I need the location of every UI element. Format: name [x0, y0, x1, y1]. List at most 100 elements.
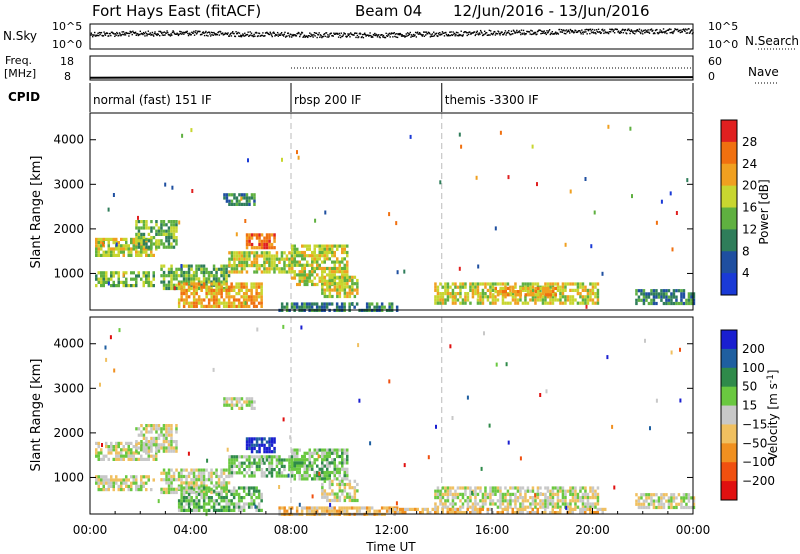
range-cell — [250, 236, 254, 240]
noise-point — [131, 33, 133, 36]
range-cell — [566, 282, 570, 286]
range-cell — [255, 246, 259, 250]
range-cell — [474, 496, 477, 500]
range-cell — [212, 280, 216, 284]
range-cell — [265, 246, 269, 250]
range-cell — [285, 305, 289, 309]
range-cell — [268, 446, 271, 451]
range-cell — [488, 423, 491, 428]
colorbar-frame — [720, 329, 738, 501]
range-cell — [130, 237, 133, 241]
range-cell — [253, 455, 256, 459]
range-cell — [240, 267, 244, 271]
range-cell — [456, 492, 460, 496]
range-cell — [227, 295, 231, 299]
range-cell — [195, 484, 198, 488]
range-cell — [343, 498, 347, 503]
range-cell — [240, 455, 244, 459]
range-cell — [486, 507, 489, 511]
range-cell — [323, 278, 327, 283]
range-cell — [242, 508, 246, 512]
noise-point — [571, 31, 573, 33]
range-cell — [451, 301, 455, 305]
range-cell — [341, 282, 344, 286]
range-cell — [217, 508, 221, 512]
range-cell — [182, 474, 186, 479]
range-cell — [288, 468, 291, 472]
date-range: 12/Jun/2016 - 13/Jun/2016 — [453, 2, 650, 20]
range-cell — [245, 440, 249, 444]
range-cell — [243, 257, 246, 261]
range-cell — [253, 264, 256, 268]
range-cell — [642, 292, 646, 296]
range-cell — [333, 458, 336, 462]
range-cell — [247, 486, 251, 490]
range-cell — [217, 304, 221, 308]
range-cell — [233, 461, 236, 465]
range-cell — [672, 493, 676, 497]
range-cell — [270, 254, 274, 258]
colorbar-segment — [721, 120, 737, 143]
range-cell — [270, 443, 274, 447]
range-cell — [531, 288, 535, 292]
range-cell — [215, 490, 218, 495]
range-cell — [521, 496, 525, 500]
range-cell — [263, 437, 266, 441]
range-cell — [167, 226, 171, 230]
noise-point — [194, 31, 196, 34]
velocity-gridlines — [290, 317, 443, 514]
range-cell — [107, 247, 110, 251]
range-cell — [316, 474, 319, 478]
noise-point — [489, 30, 492, 32]
range-cell — [248, 257, 251, 261]
range-cell — [640, 292, 643, 296]
noise-point — [132, 30, 134, 33]
range-cell — [102, 280, 105, 284]
range-cell — [318, 454, 321, 459]
range-cell — [278, 270, 281, 274]
range-cell — [230, 288, 233, 292]
noise-point — [415, 36, 418, 38]
range-cell — [356, 482, 359, 487]
noise-point — [367, 34, 369, 36]
range-cell — [514, 298, 517, 302]
range-cell — [142, 232, 146, 236]
range-cell — [281, 157, 283, 162]
noise-point — [381, 34, 383, 36]
noise-point — [378, 36, 381, 38]
range-cell — [112, 274, 115, 278]
range-cell — [333, 464, 336, 468]
range-cell — [291, 461, 294, 465]
range-cell — [278, 458, 281, 462]
noise-point — [300, 33, 302, 35]
range-cell — [519, 496, 522, 500]
range-cell — [652, 295, 656, 299]
noise-point — [465, 32, 468, 34]
range-cell — [253, 474, 256, 478]
noise-point — [128, 32, 131, 35]
range-cell — [328, 275, 332, 279]
range-cell — [346, 291, 349, 295]
range-cell — [288, 267, 291, 271]
noise-point — [684, 28, 687, 30]
noise-point — [645, 31, 647, 33]
noise-point — [435, 32, 438, 35]
range-cell — [650, 292, 653, 296]
range-cell — [436, 492, 440, 496]
range-cell — [162, 490, 166, 495]
range-cell — [190, 502, 193, 506]
range-cell — [192, 487, 196, 491]
range-cell — [172, 223, 176, 227]
range-cell — [165, 474, 168, 479]
range-cell — [240, 270, 244, 274]
range-cell — [395, 506, 399, 510]
range-cell — [336, 270, 339, 274]
range-cell — [175, 468, 178, 472]
range-cell — [348, 275, 352, 279]
range-cell — [107, 457, 110, 461]
range-cell — [187, 451, 190, 456]
range-cell — [180, 280, 183, 284]
range-cell — [140, 253, 143, 257]
range-cell — [227, 502, 231, 506]
noise-point — [570, 29, 572, 32]
